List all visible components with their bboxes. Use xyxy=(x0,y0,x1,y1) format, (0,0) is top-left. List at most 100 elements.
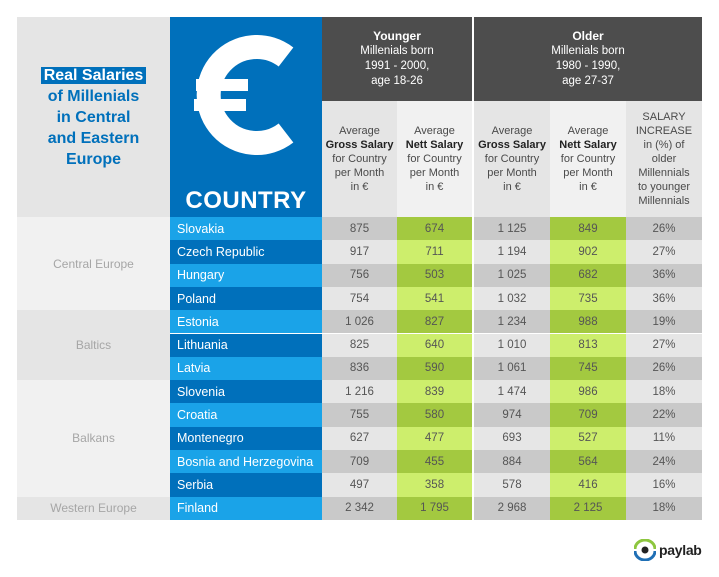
value-cell-old-gross: 884 xyxy=(474,450,550,474)
value-cell-young-gross: 709 xyxy=(322,450,397,474)
value-cell-increase: 26% xyxy=(626,217,702,241)
country-cell: Finland xyxy=(170,496,322,520)
country-cell: Serbia xyxy=(170,473,322,497)
col-header-text: in € xyxy=(425,181,444,193)
title-line: and Eastern xyxy=(47,129,140,147)
col-header-text: in € xyxy=(503,181,521,193)
eye-logo-icon xyxy=(634,539,656,561)
country-header: COUNTRY xyxy=(170,17,322,217)
value-cell-increase: 22% xyxy=(626,403,702,427)
country-cell: Bosnia and Herzegovina xyxy=(170,450,322,474)
value-cell-old-gross: 1 234 xyxy=(474,310,550,334)
country-cell: Croatia xyxy=(170,403,322,427)
col-header-old-nett: Average Nett Salary for Country per Mont… xyxy=(550,101,626,217)
region-cell: Baltics xyxy=(17,310,170,381)
title-line: in Central xyxy=(56,108,131,126)
value-cell-old-nett: 902 xyxy=(550,240,626,264)
value-cell-young-nett: 477 xyxy=(397,426,472,450)
value-cell-young-nett: 358 xyxy=(397,473,472,497)
col-header-bold: Nett Salary xyxy=(559,139,617,151)
value-cell-old-gross: 1 474 xyxy=(474,380,550,404)
title-line: of Millenials xyxy=(47,87,140,105)
value-cell-young-nett: 839 xyxy=(397,380,472,404)
col-header-text: per Month xyxy=(409,167,460,179)
value-cell-old-nett: 2 125 xyxy=(550,496,626,520)
value-cell-young-gross: 497 xyxy=(322,473,397,497)
value-cell-young-nett: 590 xyxy=(397,356,472,381)
col-header-bold: Gross Salary xyxy=(325,139,394,151)
value-cell-increase: 26% xyxy=(626,356,702,381)
value-cell-young-nett: 580 xyxy=(397,403,472,427)
col-header-text: per Month xyxy=(563,167,613,179)
value-cell-young-nett: 711 xyxy=(397,240,472,264)
value-cell-increase: 24% xyxy=(626,450,702,474)
younger-group-header: Younger Millenials born 1991 - 2000, age… xyxy=(322,17,472,101)
value-cell-old-nett: 527 xyxy=(550,426,626,450)
col-header-old-gross: Average Gross Salary for Country per Mon… xyxy=(474,101,550,217)
value-cell-old-nett: 682 xyxy=(550,263,626,287)
value-cell-increase: 27% xyxy=(626,240,702,264)
value-cell-young-gross: 825 xyxy=(322,333,397,357)
col-header-text: per Month xyxy=(487,167,537,179)
country-cell: Slovakia xyxy=(170,217,322,241)
value-cell-old-nett: 988 xyxy=(550,310,626,334)
value-cell-young-nett: 455 xyxy=(397,450,472,474)
value-cell-increase: 16% xyxy=(626,473,702,497)
title-block: Real Salaries of Millenials in Central a… xyxy=(17,17,170,217)
value-cell-increase: 18% xyxy=(626,496,702,520)
value-cell-young-nett: 640 xyxy=(397,333,472,357)
value-cell-young-gross: 756 xyxy=(322,263,397,287)
value-cell-old-gross: 578 xyxy=(474,473,550,497)
col-header-text: in (%) of xyxy=(643,139,685,151)
value-cell-old-gross: 974 xyxy=(474,403,550,427)
country-cell: Lithuania xyxy=(170,333,322,357)
value-cell-old-nett: 849 xyxy=(550,217,626,241)
group-divider xyxy=(472,17,474,520)
group-line: 1980 - 1990, xyxy=(555,60,621,72)
logo-text: paylab xyxy=(659,542,702,558)
value-cell-old-nett: 745 xyxy=(550,356,626,381)
value-cell-old-gross: 1 061 xyxy=(474,356,550,381)
value-cell-old-gross: 1 125 xyxy=(474,217,550,241)
col-header-text: for Country xyxy=(560,153,616,165)
country-cell: Latvia xyxy=(170,356,322,381)
title-highlight: Real Salaries xyxy=(40,66,147,84)
country-cell: Poland xyxy=(170,286,322,311)
col-header-text: INCREASE xyxy=(635,125,693,137)
col-header-text: for Country xyxy=(407,153,462,165)
col-header-text: Millennials xyxy=(638,167,690,179)
value-cell-increase: 36% xyxy=(626,286,702,311)
value-cell-young-gross: 917 xyxy=(322,240,397,264)
older-group-header: Older Millenials born 1980 - 1990, age 2… xyxy=(474,17,702,101)
col-header-bold: Gross Salary xyxy=(478,139,546,151)
value-cell-increase: 11% xyxy=(626,426,702,450)
col-header-text: Average xyxy=(491,125,533,137)
col-header-text: Average xyxy=(567,125,609,137)
country-column-label: COUNTRY xyxy=(185,187,307,214)
value-cell-young-gross: 755 xyxy=(322,403,397,427)
col-header-text: Average xyxy=(414,125,455,137)
euro-icon xyxy=(170,25,322,165)
col-header-text: for Country xyxy=(332,153,387,165)
paylab-logo: paylab xyxy=(634,538,714,562)
region-cell: Central Europe xyxy=(17,217,170,311)
col-header-text: to younger xyxy=(638,181,690,193)
value-cell-young-gross: 836 xyxy=(322,356,397,381)
value-cell-young-nett: 503 xyxy=(397,263,472,287)
col-header-young-gross: Average Gross Salary for Country per Mon… xyxy=(322,101,397,217)
region-cell: Western Europe xyxy=(17,496,170,520)
title-line: Real Salaries xyxy=(40,65,147,86)
value-cell-old-gross: 2 968 xyxy=(474,496,550,520)
value-cell-young-nett: 1 795 xyxy=(397,496,472,520)
col-header-text: Average xyxy=(339,125,380,137)
value-cell-young-gross: 754 xyxy=(322,286,397,311)
col-header-bold: Nett Salary xyxy=(405,139,464,151)
col-header-text: in € xyxy=(579,181,597,193)
value-cell-young-nett: 827 xyxy=(397,310,472,334)
value-cell-old-gross: 1 032 xyxy=(474,286,550,311)
group-line: Millenials born xyxy=(360,45,434,57)
value-cell-old-nett: 709 xyxy=(550,403,626,427)
country-cell: Montenegro xyxy=(170,426,322,450)
value-cell-old-nett: 564 xyxy=(550,450,626,474)
group-title: Younger xyxy=(373,29,421,43)
